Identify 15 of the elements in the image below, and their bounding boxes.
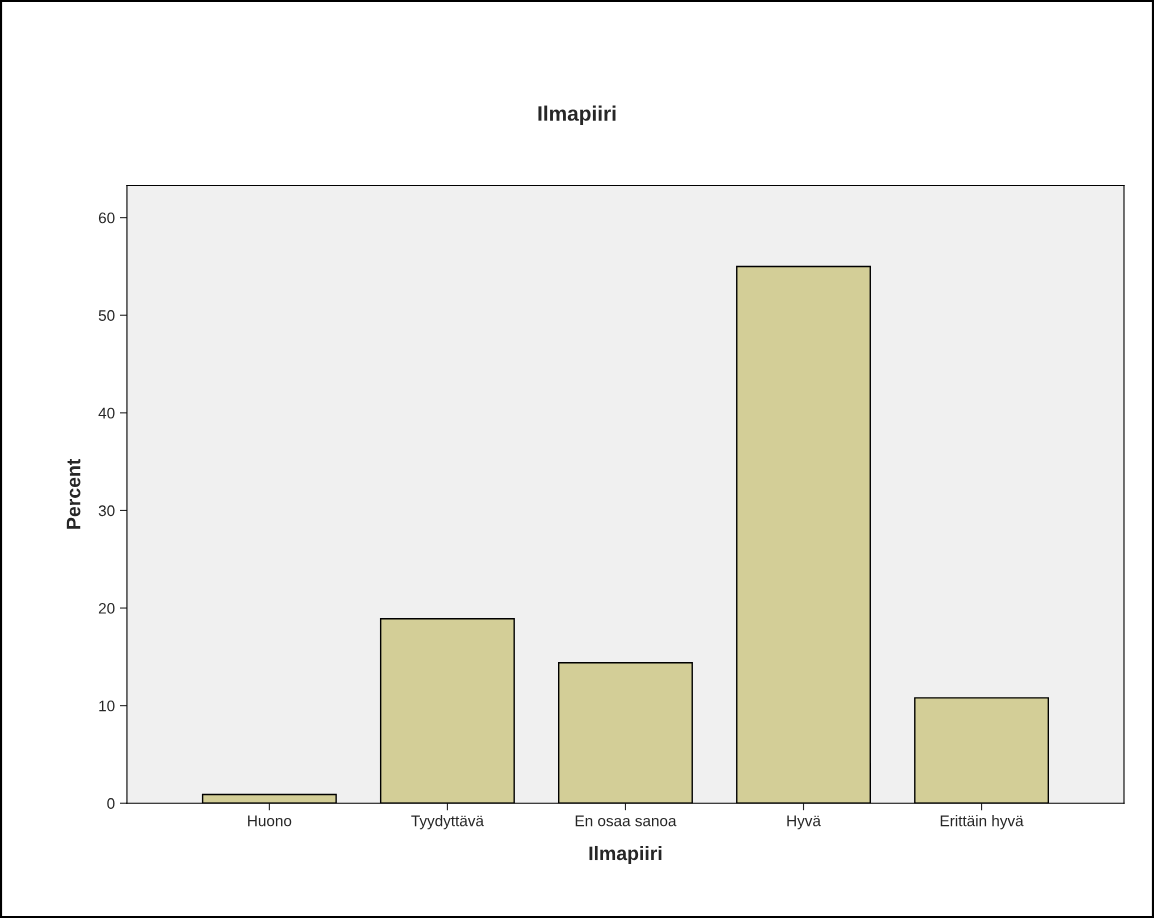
y-tick-label: 10 bbox=[99, 700, 115, 712]
x-tick-label: Tyydyttävä bbox=[411, 815, 484, 830]
y-tick-label: 50 bbox=[98, 310, 115, 321]
y-tick-label: 0 bbox=[107, 798, 115, 809]
y-tick-label: 20 bbox=[98, 602, 115, 614]
x-tick-label: En osaa sanoa bbox=[575, 815, 677, 827]
y-axis-title: Percent bbox=[66, 458, 81, 529]
y-tick-label: 30 bbox=[98, 505, 115, 517]
chart-title: Ilmapiiri bbox=[538, 105, 616, 125]
x-tick-label: Huono bbox=[248, 815, 292, 827]
x-tick-label: Hyvä bbox=[787, 815, 821, 830]
y-tick-label: 40 bbox=[98, 407, 115, 419]
x-tick-label: Erittäin hyvä bbox=[940, 815, 1024, 830]
x-axis-title: Ilmapiiri bbox=[589, 845, 662, 865]
y-tick-label: 60 bbox=[98, 212, 115, 224]
